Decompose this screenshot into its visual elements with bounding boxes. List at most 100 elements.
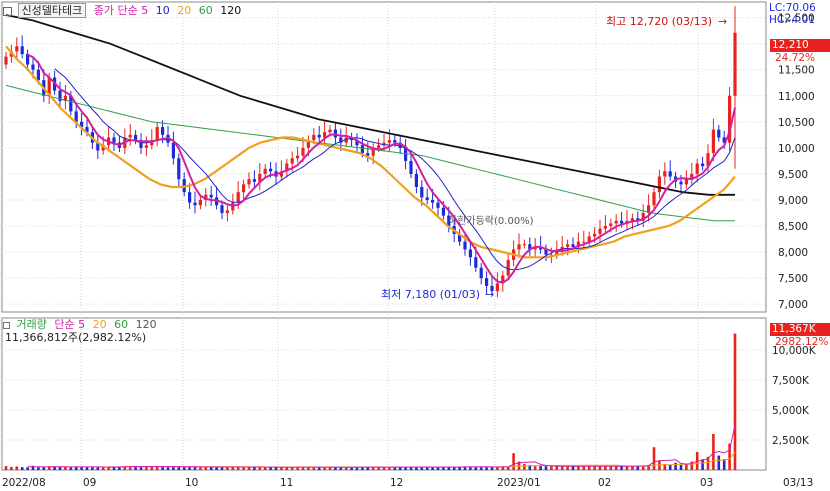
candle-body bbox=[398, 142, 402, 148]
candle-body bbox=[63, 95, 67, 101]
volume-bar bbox=[64, 466, 67, 470]
ma20-line bbox=[5, 45, 736, 259]
candle-body bbox=[69, 95, 73, 112]
volume-bar bbox=[4, 466, 8, 470]
candle-body bbox=[533, 246, 537, 250]
menu-icon[interactable] bbox=[3, 6, 12, 16]
volume-bar bbox=[172, 466, 175, 470]
candle-body bbox=[209, 194, 213, 198]
x-tick-label: 2022/08 bbox=[2, 477, 46, 489]
volume-bar bbox=[20, 467, 24, 470]
candle-body bbox=[522, 244, 526, 246]
volume-bar bbox=[361, 466, 364, 470]
hc-readout: HC:-4.01 bbox=[769, 14, 815, 26]
volume-bar bbox=[220, 466, 224, 470]
candle-body bbox=[414, 173, 418, 187]
stock-name[interactable]: 신성델타테크 bbox=[17, 3, 87, 18]
x-tick-label: 03 bbox=[700, 477, 713, 489]
candle-body bbox=[684, 179, 688, 185]
candle-body bbox=[555, 249, 559, 255]
volume-bar bbox=[193, 467, 197, 470]
volume-bar bbox=[442, 467, 445, 470]
volume-bar bbox=[631, 466, 634, 470]
y-tick-label: 9,000 bbox=[778, 195, 808, 207]
price-legend: 신성델타테크 종가 단순 5 10 20 60 120 bbox=[3, 3, 241, 18]
candle-body bbox=[279, 171, 283, 177]
lc-readout: LC:70.06 bbox=[769, 2, 816, 14]
x-tick-label: 12 bbox=[390, 477, 403, 489]
volume-bar bbox=[280, 467, 283, 470]
candle-body bbox=[668, 171, 672, 177]
volume-bar bbox=[701, 459, 704, 470]
volume-bar bbox=[323, 467, 326, 470]
volume-bar bbox=[571, 466, 575, 470]
candle-body bbox=[420, 186, 424, 198]
volume-bar bbox=[258, 467, 262, 470]
volume-bar bbox=[58, 467, 62, 470]
current-volume-badge: 11,367K bbox=[770, 323, 830, 336]
candle-body bbox=[85, 127, 89, 133]
candle-body bbox=[150, 140, 154, 146]
candle-body bbox=[382, 142, 386, 146]
candle-body bbox=[171, 142, 175, 159]
x-tick-label: 09 bbox=[83, 477, 96, 489]
candle-body bbox=[679, 181, 683, 185]
candle-body bbox=[188, 192, 192, 203]
candle-body bbox=[485, 278, 489, 286]
ma120-line bbox=[5, 14, 735, 196]
candle-body bbox=[387, 140, 391, 143]
volume-bar bbox=[334, 467, 337, 470]
candle-body bbox=[312, 134, 316, 141]
candle-body bbox=[344, 137, 348, 143]
candle-body bbox=[252, 179, 256, 182]
x-tick-label: 2023/01 bbox=[497, 477, 541, 489]
volume-bar bbox=[431, 467, 434, 470]
candle-body bbox=[74, 111, 78, 122]
volume-bar bbox=[679, 464, 683, 470]
volume-bar bbox=[10, 466, 13, 470]
volume-bar bbox=[328, 466, 332, 470]
volume-title: 거래량 bbox=[16, 318, 47, 331]
candle-body bbox=[566, 244, 570, 247]
volume-bar bbox=[285, 467, 289, 470]
ma60-line bbox=[5, 84, 735, 222]
candle-body bbox=[609, 223, 613, 227]
volume-bar bbox=[96, 467, 100, 470]
candle-body bbox=[80, 121, 84, 128]
volume-bar bbox=[533, 465, 537, 470]
candle-body bbox=[717, 129, 721, 138]
candle-body bbox=[495, 283, 499, 292]
volume-square-icon bbox=[3, 321, 10, 329]
volume-bar bbox=[733, 333, 737, 470]
volume-bar bbox=[188, 467, 191, 470]
volume-bar bbox=[647, 464, 650, 470]
volume-bar bbox=[668, 464, 672, 470]
candle-body bbox=[706, 153, 710, 167]
volume-bar bbox=[609, 466, 613, 470]
candle-body bbox=[733, 32, 737, 96]
volume-bar bbox=[550, 466, 553, 470]
volume-bars bbox=[4, 333, 737, 470]
candle-body bbox=[571, 244, 575, 247]
change-pct-badge: 24.72% bbox=[775, 52, 816, 64]
vma120-legend: 120 bbox=[135, 318, 157, 331]
volume-bar bbox=[15, 466, 19, 470]
volume-bar bbox=[409, 466, 413, 470]
volume-bar bbox=[350, 467, 353, 470]
volume-bar bbox=[26, 467, 29, 470]
candle-body bbox=[366, 153, 370, 156]
candle-body bbox=[641, 213, 645, 221]
candle-body bbox=[306, 140, 310, 148]
candle-body bbox=[479, 267, 483, 279]
candle-body bbox=[409, 160, 413, 174]
candle-body bbox=[517, 244, 521, 250]
volume-bar bbox=[458, 466, 461, 470]
candle-body bbox=[4, 56, 8, 65]
volume-bar bbox=[587, 466, 591, 470]
volume-bar bbox=[728, 443, 731, 470]
volume-bar bbox=[182, 466, 186, 470]
volume-bar bbox=[247, 467, 251, 470]
candle-body bbox=[58, 90, 62, 101]
y-tick-label: 11,000 bbox=[778, 91, 815, 103]
volume-bar bbox=[47, 466, 51, 470]
